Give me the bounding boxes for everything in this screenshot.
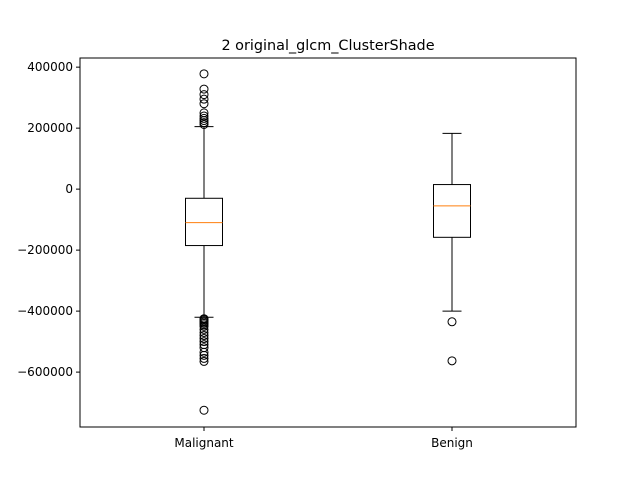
outlier-point [199, 331, 209, 341]
y-tick-label: −600000 [17, 365, 73, 379]
outlier-point [199, 321, 209, 331]
plot-area: 400000 200000 0 −200000 −400000 −600000 Malign… [17, 60, 473, 450]
x-tick-label: Malignant [174, 436, 234, 450]
outlier-point [199, 356, 209, 366]
outlier-point [199, 327, 209, 337]
outlier-point [199, 324, 209, 334]
outlier-point [199, 405, 209, 415]
chart-title: 2 original_glcm_ClusterShade [221, 38, 434, 54]
y-tick-label: 200000 [27, 121, 73, 135]
iqr-box [433, 184, 471, 238]
outlier-point [199, 99, 209, 109]
y-tick-label: −400000 [17, 304, 73, 318]
outlier-point [199, 116, 209, 126]
outlier-point [199, 69, 209, 79]
axes-frame [79, 57, 577, 428]
outlier-point [199, 94, 209, 104]
outlier-point [447, 317, 457, 327]
outlier-point [199, 337, 209, 347]
y-tick-label: 400000 [27, 60, 73, 74]
y-tick-label: 0 [65, 182, 73, 196]
outlier-point [447, 356, 457, 366]
outlier-point [199, 84, 209, 94]
outlier-point [199, 111, 209, 121]
x-tick-label: Benign [431, 436, 473, 450]
outlier-point [199, 113, 209, 123]
y-tick-label: −200000 [17, 243, 73, 257]
outlier-point [199, 347, 209, 357]
outlier-point [199, 350, 209, 360]
outlier-point [199, 353, 209, 363]
iqr-box [185, 197, 223, 247]
outlier-point [199, 334, 209, 344]
outlier-point [199, 119, 209, 129]
outlier-point [199, 90, 209, 100]
